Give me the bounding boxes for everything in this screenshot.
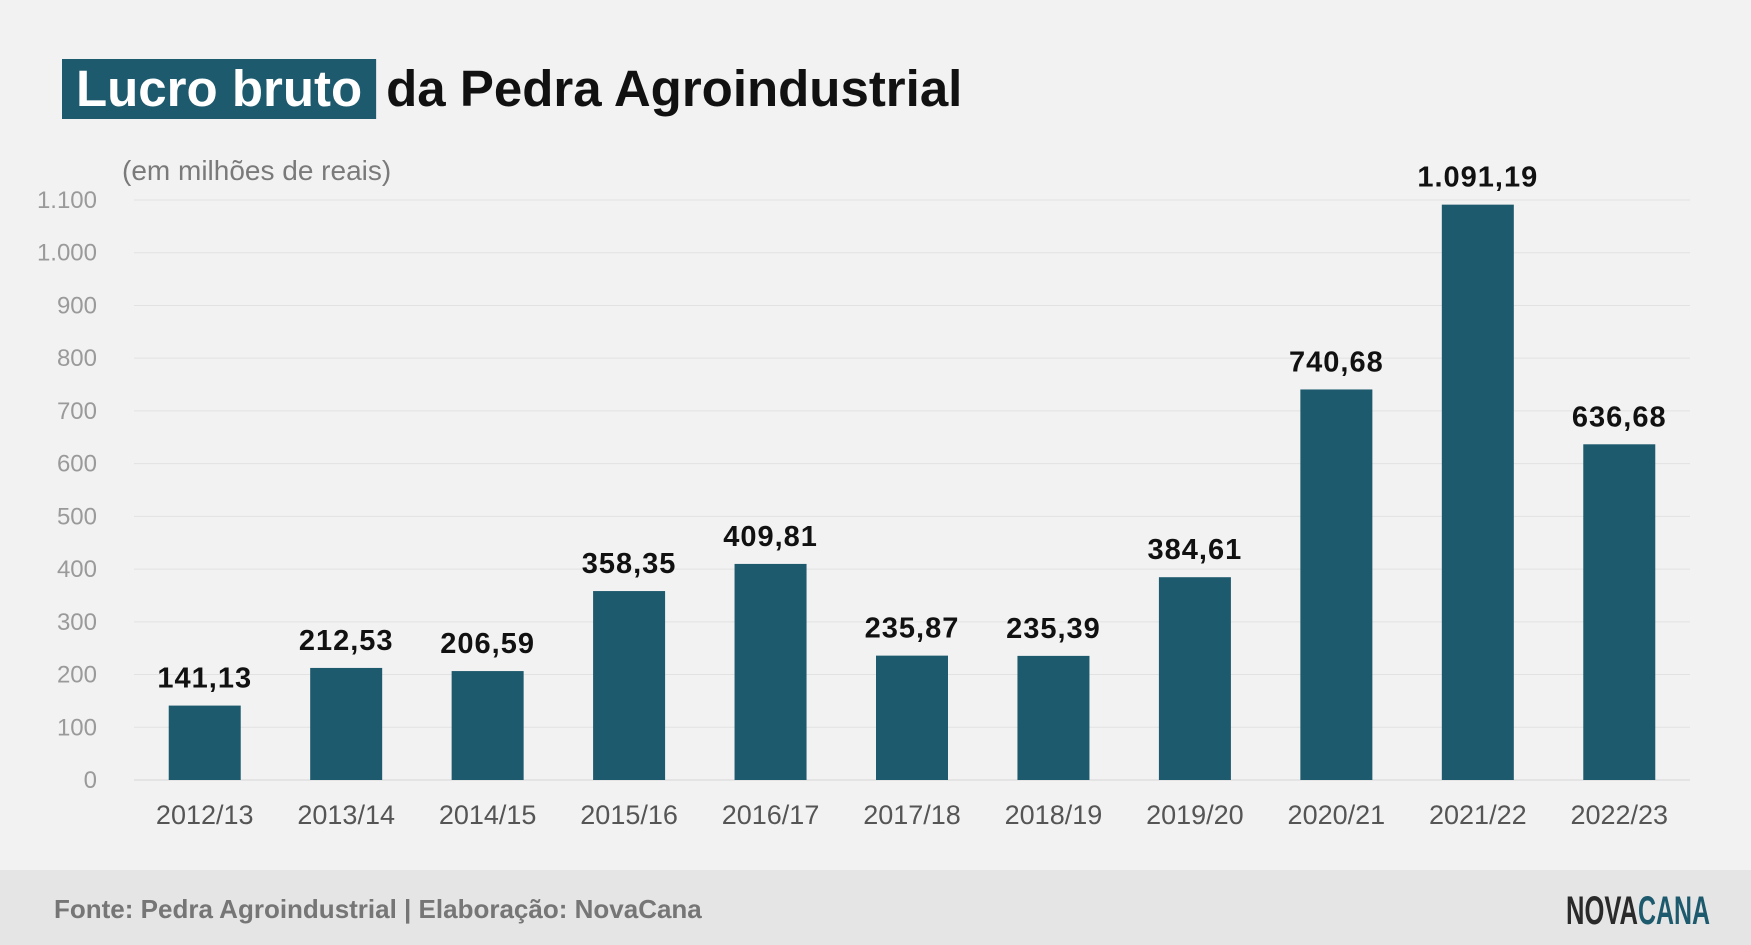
x-tick-label: 2015/16	[580, 800, 678, 830]
bar	[1583, 444, 1656, 780]
y-tick-label: 900	[57, 292, 97, 319]
x-tick-label: 2012/13	[156, 800, 254, 830]
bar-layer	[168, 204, 1656, 781]
logo-part-cana: CANA	[1638, 889, 1710, 933]
y-tick-label: 400	[57, 556, 97, 583]
data-label: 636,68	[1572, 401, 1667, 433]
data-label: 1.091,19	[1417, 162, 1538, 194]
data-label: 235,39	[1006, 613, 1101, 645]
x-tick-label: 2016/17	[722, 800, 820, 830]
y-tick-label: 300	[57, 609, 97, 636]
y-tick-label: 500	[57, 503, 97, 530]
bar	[451, 671, 524, 780]
chart-title: Lucro bruto da Pedra Agroindustrial	[62, 59, 962, 119]
data-label: 409,81	[723, 521, 818, 553]
bar	[593, 591, 666, 780]
x-tick-label: 2013/14	[297, 800, 395, 830]
data-label: 384,61	[1148, 534, 1243, 566]
title-highlight-box	[62, 59, 377, 119]
y-tick-label: 700	[57, 398, 97, 425]
chart-subtitle: (em milhões de reais)	[122, 155, 391, 186]
y-tick-label: 100	[57, 714, 97, 741]
y-tick-label: 800	[57, 345, 97, 372]
title-rest-text: da Pedra Agroindustrial	[386, 60, 962, 117]
y-tick-label: 200	[57, 662, 97, 689]
bar	[1300, 389, 1373, 780]
x-tick-label: 2017/18	[863, 800, 961, 830]
y-tick-label: 1.100	[37, 187, 97, 214]
y-tick-label: 600	[57, 451, 97, 478]
footer-band	[0, 870, 1751, 945]
bar	[1017, 655, 1090, 780]
x-tick-label: 2020/21	[1288, 800, 1386, 830]
y-axis: 0 100 200 300 400 500 600 700 800 900 1.000 1.100	[37, 187, 97, 794]
y-tick-label: 0	[84, 767, 97, 794]
data-label: 358,35	[582, 548, 677, 580]
x-tick-label: 2018/19	[1005, 800, 1103, 830]
y-tick-label: 1.000	[37, 240, 97, 267]
bar	[168, 705, 241, 780]
data-label: 740,68	[1289, 346, 1384, 378]
bar	[876, 655, 948, 780]
x-tick-label: 2022/23	[1570, 800, 1668, 830]
footer: Fonte: Pedra Agroindustrial | Elaboração…	[0, 870, 1751, 945]
data-label: 141,13	[157, 663, 252, 695]
data-label: 212,53	[299, 625, 394, 657]
x-tick-label: 2019/20	[1146, 800, 1244, 830]
data-label-layer: 141,13 212,53 206,59 358,35 409,81 235,87 235,…	[157, 162, 1667, 695]
bar	[734, 563, 807, 780]
bar	[1441, 204, 1514, 781]
bar	[1158, 577, 1231, 780]
x-tick-label: 2014/15	[439, 800, 537, 830]
logo-part-nova: NOVA	[1566, 889, 1638, 933]
x-tick-label: 2021/22	[1429, 800, 1527, 830]
bar	[310, 667, 383, 780]
footer-source: Fonte: Pedra Agroindustrial | Elaboração…	[54, 894, 702, 924]
title-highlight-text: Lucro bruto	[76, 60, 362, 117]
novacana-logo: NOVA CANA	[1566, 889, 1710, 933]
data-label: 235,87	[865, 613, 960, 645]
x-axis: 2012/13 2013/14 2014/15 2015/16 2016/17 2017/…	[156, 800, 1668, 830]
data-label: 206,59	[440, 628, 535, 660]
